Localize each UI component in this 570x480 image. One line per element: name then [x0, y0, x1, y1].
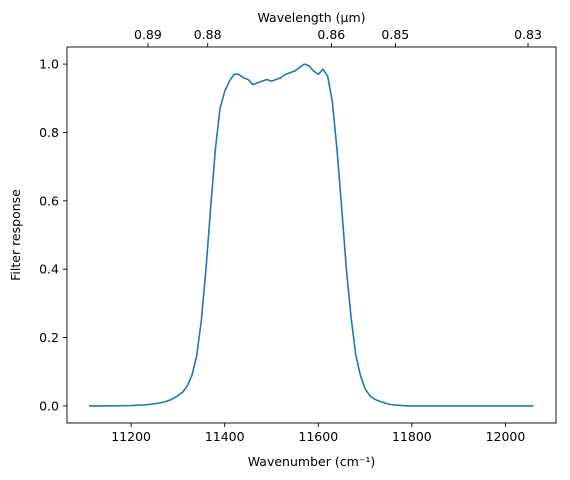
x-tick-label: 11600: [298, 429, 338, 444]
axes-frame: [66, 46, 557, 424]
axis-ticks: 11200 11400 11600 11800 12000 0.0 0.2 0.4 0.6 0.8…: [39, 27, 542, 444]
y-tick-label: 0.8: [39, 125, 59, 140]
top-tick-label: 0.88: [194, 27, 222, 42]
x-tick-label: 11200: [111, 429, 151, 444]
x-axis-title: Wavenumber (cm⁻¹): [248, 454, 375, 469]
y-tick-label: 0.0: [39, 398, 59, 413]
plot-area: [66, 46, 557, 424]
series-line-0: [88, 63, 534, 407]
x-tick-label: 11400: [205, 429, 245, 444]
top-tick-label: 0.89: [134, 27, 162, 42]
top-axis-title: Wavelength (μm): [257, 10, 365, 25]
top-tick-label: 0.86: [317, 27, 345, 42]
y-tick-label: 0.2: [39, 330, 59, 345]
x-tick-label: 11800: [392, 429, 432, 444]
x-tick-label: 12000: [486, 429, 526, 444]
y-tick-label: 0.4: [39, 262, 59, 277]
y-axis-title: Filter response: [8, 189, 23, 281]
top-tick-label: 0.83: [514, 27, 542, 42]
y-tick-label: 0.6: [39, 193, 59, 208]
top-tick-label: 0.85: [381, 27, 409, 42]
y-tick-label: 1.0: [39, 57, 59, 72]
